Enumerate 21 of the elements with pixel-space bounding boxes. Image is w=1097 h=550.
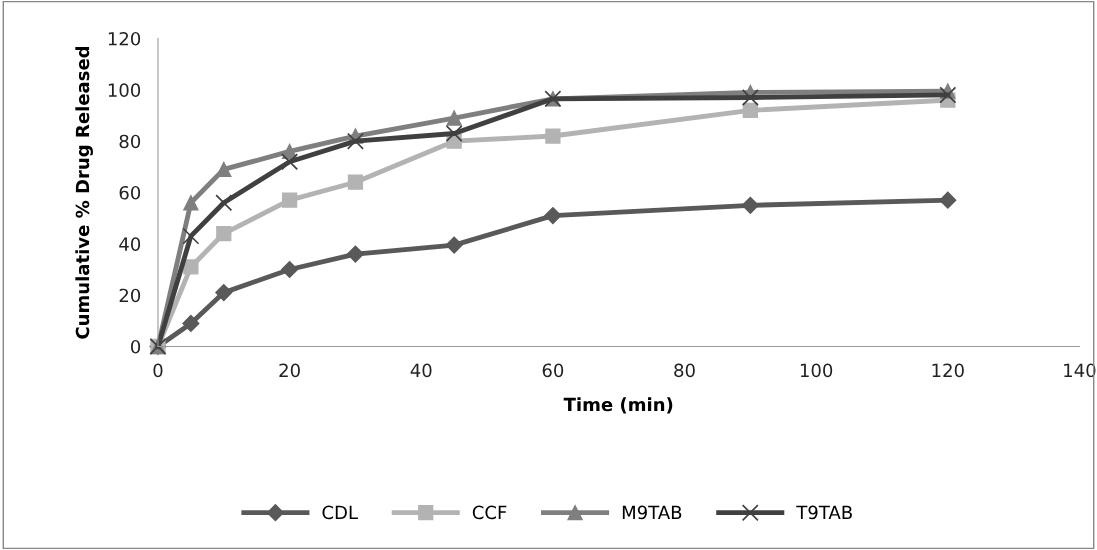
x-tick-label: 120 <box>932 363 964 378</box>
x-tick-label: 0 <box>153 363 163 378</box>
x-axis-title: Time (min) <box>563 397 673 414</box>
y-tick-label: 20 <box>119 288 141 303</box>
x-tick-label: 40 <box>410 363 432 378</box>
y-axis-title: Cumulative % Drug Released <box>75 46 93 339</box>
y-tick-label: 0 <box>131 339 141 354</box>
legend-label: CCF <box>472 505 507 520</box>
y-tick-label: 100 <box>108 83 141 97</box>
y-tick-label: 40 <box>119 237 141 251</box>
x-tick-label: 100 <box>800 363 833 378</box>
legend-label: M9TAB <box>622 505 682 520</box>
x-tick-label: 20 <box>279 363 300 378</box>
x-tick-label: 60 <box>542 363 564 378</box>
x-tick-label: 80 <box>674 363 695 378</box>
legend-label: T9TAB <box>796 505 852 520</box>
legend-label: CDL <box>322 505 358 520</box>
y-tick-label: 120 <box>108 31 141 46</box>
y-tick-label: 60 <box>119 185 141 200</box>
y-tick-label: 80 <box>119 134 141 149</box>
x-tick-label: 140 <box>1064 363 1096 378</box>
